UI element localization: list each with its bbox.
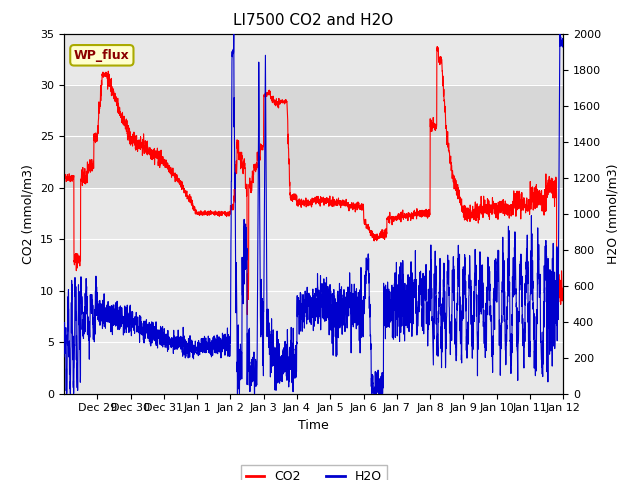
X-axis label: Time: Time	[298, 419, 329, 432]
Title: LI7500 CO2 and H2O: LI7500 CO2 and H2O	[234, 13, 394, 28]
Y-axis label: CO2 (mmol/m3): CO2 (mmol/m3)	[22, 164, 35, 264]
Text: WP_flux: WP_flux	[74, 49, 130, 62]
Y-axis label: H2O (mmol/m3): H2O (mmol/m3)	[607, 163, 620, 264]
Bar	[64, 85, 563, 188]
Legend: CO2, H2O: CO2, H2O	[241, 465, 387, 480]
